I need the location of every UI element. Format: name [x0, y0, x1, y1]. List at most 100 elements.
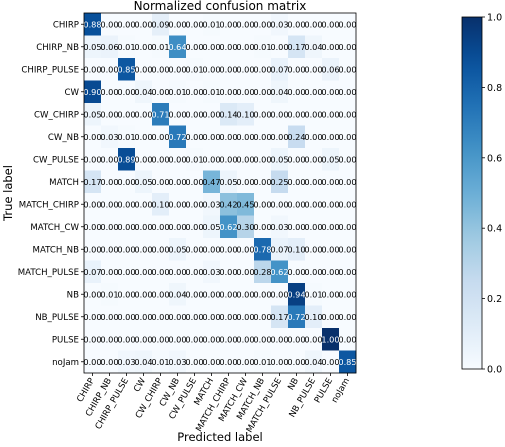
- cell-value-label: 0.00: [338, 312, 356, 322]
- cell-value-label: 0.09: [151, 19, 169, 29]
- heatmap-cell: [101, 125, 119, 149]
- cell-value-label: 0.00: [304, 177, 322, 187]
- cell-value-label: 0.00: [253, 87, 271, 97]
- cell-value-label: 0.01: [253, 42, 271, 52]
- cell-value-label: 0.00: [270, 199, 288, 209]
- cell-value-label: 0.00: [338, 132, 356, 142]
- cell-value-label: 0.05: [168, 244, 186, 254]
- cell-value-label: 0.00: [134, 64, 152, 74]
- heatmap-cell: [152, 125, 170, 149]
- cell-value-label: 0.05: [83, 42, 101, 52]
- heatmap-cell: [254, 103, 272, 126]
- cell-value-label: 0.00: [185, 289, 203, 299]
- heatmap-cell: [152, 215, 170, 239]
- cell-value-label: 0.03: [202, 199, 220, 209]
- heatmap-cell: [135, 125, 153, 149]
- cell-value-label: 0.00: [236, 19, 254, 29]
- heatmap-cell: [135, 350, 153, 374]
- cell-value-label: 0.04: [304, 357, 322, 367]
- heatmap-cell: [203, 13, 221, 36]
- cell-value-label: 0.00: [270, 334, 288, 344]
- cell-value-label: 0.00: [338, 244, 356, 254]
- heatmap-cell: [339, 328, 357, 351]
- heatmap-cell: [322, 328, 340, 351]
- heatmap-cell: [118, 125, 136, 149]
- heatmap-cell: [186, 215, 204, 239]
- cell-value-label: 0.10: [304, 312, 322, 322]
- cell-value-label: 0.00: [287, 222, 305, 232]
- heatmap-cell: [169, 350, 187, 374]
- heatmap-cell: [169, 238, 187, 261]
- cell-value-label: 0.00: [151, 64, 169, 74]
- heatmap-cell: [305, 148, 323, 171]
- cell-value-label: 0.00: [304, 267, 322, 277]
- cell-value-label: 0.00: [134, 289, 152, 299]
- cell-value-label: 0.00: [202, 289, 220, 299]
- heatmap-cell: [84, 328, 102, 351]
- heatmap-cell: [152, 58, 170, 81]
- heatmap-cell: [305, 305, 323, 329]
- heatmap-cell: [339, 305, 357, 329]
- cell-value-label: 0.03: [117, 357, 135, 367]
- heatmap-cell: [305, 35, 323, 59]
- heatmap-cell: [84, 125, 102, 149]
- colorbar: 0.0 0.2 0.4 0.6 0.8 1.0: [461, 13, 502, 376]
- heatmap-cell: [135, 260, 153, 284]
- heatmap-grid: 0.880.000.000.000.090.000.000.010.000.00…: [83, 12, 357, 374]
- heatmap-cell: [169, 305, 187, 329]
- heatmap-cell: [203, 125, 221, 149]
- cell-value-label: 0.00: [236, 267, 254, 277]
- cell-value-label: 0.01: [202, 19, 220, 29]
- cell-value-label: 0.00: [304, 87, 322, 97]
- heatmap-cell: [220, 125, 238, 149]
- heatmap-cell: [288, 193, 306, 216]
- cell-value-label: 0.00: [270, 109, 288, 119]
- cell-value-label: 0.00: [219, 244, 237, 254]
- heatmap-cell: [254, 80, 272, 104]
- heatmap-cell: [339, 80, 357, 104]
- cell-value-label: 0.00: [100, 109, 118, 119]
- cell-value-label: 0.00: [185, 222, 203, 232]
- heatmap-cell: [169, 80, 187, 104]
- cell-value-label: 0.00: [253, 132, 271, 142]
- y-tick-label: PULSE: [52, 335, 79, 345]
- cell-value-label: 0.00: [168, 312, 186, 322]
- cell-value-label: 0.00: [134, 154, 152, 164]
- heatmap-cell: [186, 80, 204, 104]
- cell-value-label: 0.00: [83, 132, 101, 142]
- cell-value-label: 0.00: [253, 289, 271, 299]
- heatmap-cell: [254, 58, 272, 81]
- cell-value-label: 0.00: [83, 312, 101, 322]
- cell-value-label: 0.00: [338, 222, 356, 232]
- heatmap-cell: [254, 215, 272, 239]
- cell-value-label: 0.00: [100, 357, 118, 367]
- cell-value-label: 0.42: [219, 199, 237, 209]
- cell-value-label: 0.01: [117, 42, 135, 52]
- cell-value-label: 0.01: [151, 42, 169, 52]
- cell-value-label: 0.00: [83, 244, 101, 254]
- heatmap-cell: [254, 125, 272, 149]
- cell-value-label: 0.10: [287, 244, 305, 254]
- cell-value-label: 0.05: [202, 222, 220, 232]
- cell-value-label: 0.00: [185, 177, 203, 187]
- heatmap-cell: [288, 125, 306, 149]
- cell-value-label: 0.00: [117, 199, 135, 209]
- heatmap-cell: [101, 215, 119, 239]
- cell-value-label: 0.00: [134, 267, 152, 277]
- heatmap-cell: [152, 80, 170, 104]
- cell-value-label: 0.00: [202, 64, 220, 74]
- cell-value-label: 0.00: [185, 132, 203, 142]
- cell-value-label: 0.07: [83, 267, 101, 277]
- cell-value-label: 0.00: [236, 312, 254, 322]
- cell-value-label: 0.00: [338, 154, 356, 164]
- cell-value-label: 0.00: [134, 42, 152, 52]
- heatmap-cell: [101, 103, 119, 126]
- heatmap-cell: [220, 80, 238, 104]
- heatmap-cell: [203, 35, 221, 59]
- cell-value-label: 0.00: [287, 87, 305, 97]
- heatmap-cell: [322, 238, 340, 261]
- cell-value-label: 0.00: [236, 132, 254, 142]
- heatmap-cell: [84, 238, 102, 261]
- cell-value-label: 0.00: [151, 222, 169, 232]
